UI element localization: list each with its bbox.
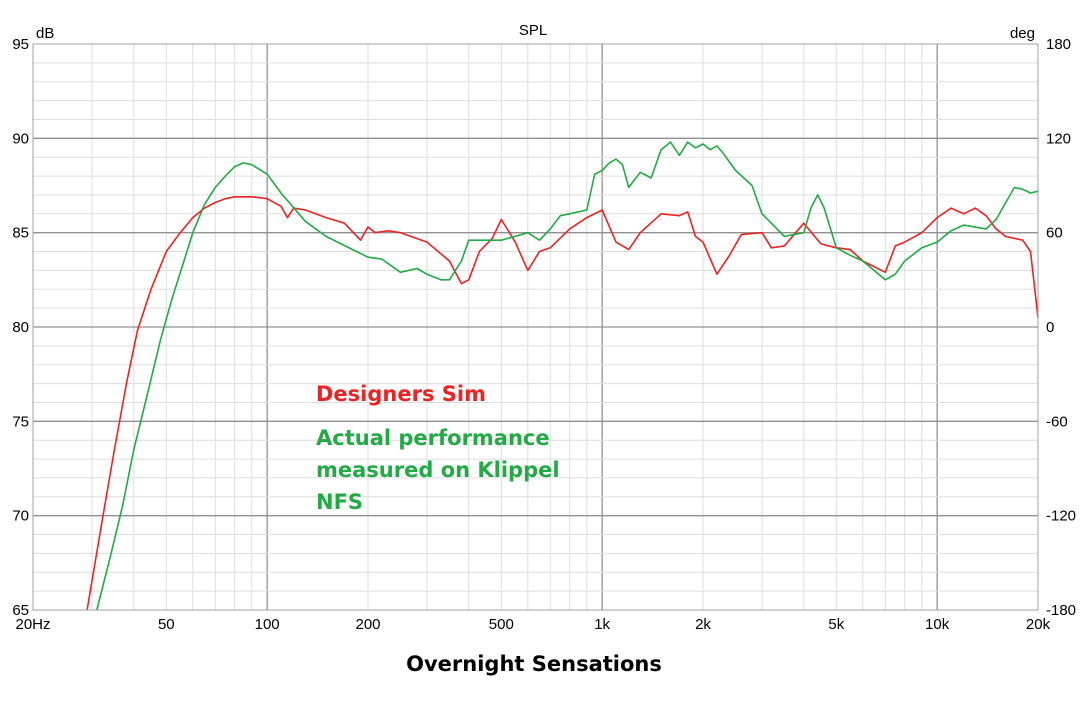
y-tick-label: 90 (12, 130, 29, 147)
y-tick-label: 80 (12, 319, 29, 336)
y-tick-label: 95 (12, 36, 29, 53)
x-tick-label: 100 (255, 616, 280, 633)
chart-caption: Overnight Sensations (406, 652, 662, 676)
x-tick-label: 500 (489, 616, 514, 633)
actual-performance-label: Actual performance measured on Klippel N… (316, 426, 560, 514)
y2-tick-label: 180 (1046, 36, 1071, 53)
tick-labels: 20Hz 50 100 200 500 1k 2k 5k 10k 20k 95 90 85 80 75 70 6… (12, 36, 1076, 633)
y2-tick-label: -120 (1046, 508, 1076, 525)
x-tick-label: 50 (158, 616, 175, 633)
x-tick-label: 1k (594, 616, 610, 633)
grid (33, 44, 1038, 610)
y2-tick-label: 120 (1046, 130, 1071, 147)
designers-sim-label: Designers Sim (316, 382, 486, 406)
x-tick-label: 2k (695, 616, 711, 633)
y2-tick-label: 0 (1046, 319, 1054, 336)
y-tick-label: 65 (12, 602, 29, 619)
x-tick-label: 5k (828, 616, 844, 633)
designers-sim-curve (86, 196, 1039, 611)
klippel-measured-curve (96, 141, 1039, 611)
y2-tick-label: 60 (1046, 225, 1063, 242)
plot-frame (32, 43, 1039, 611)
spl-chart: 20Hz 50 100 200 500 1k 2k 5k 10k 20k 95 90 85 80 75 70 6… (12, 22, 1076, 633)
y-tick-label: 85 (12, 225, 29, 242)
x-tick-label: 10k (925, 616, 950, 633)
y-tick-label: 70 (12, 508, 29, 525)
chart-title: SPL (519, 22, 547, 39)
x-tick-label: 20Hz (15, 616, 50, 633)
y2-tick-label: -60 (1046, 413, 1068, 430)
y-tick-label: 75 (12, 413, 29, 430)
series-layer (86, 141, 1039, 611)
y2-tick-label: -180 (1046, 602, 1076, 619)
y-unit-label: dB (36, 25, 54, 42)
x-tick-label: 200 (355, 616, 380, 633)
x-tick-label: 20k (1026, 616, 1051, 633)
y2-unit-label: deg (1010, 25, 1035, 42)
